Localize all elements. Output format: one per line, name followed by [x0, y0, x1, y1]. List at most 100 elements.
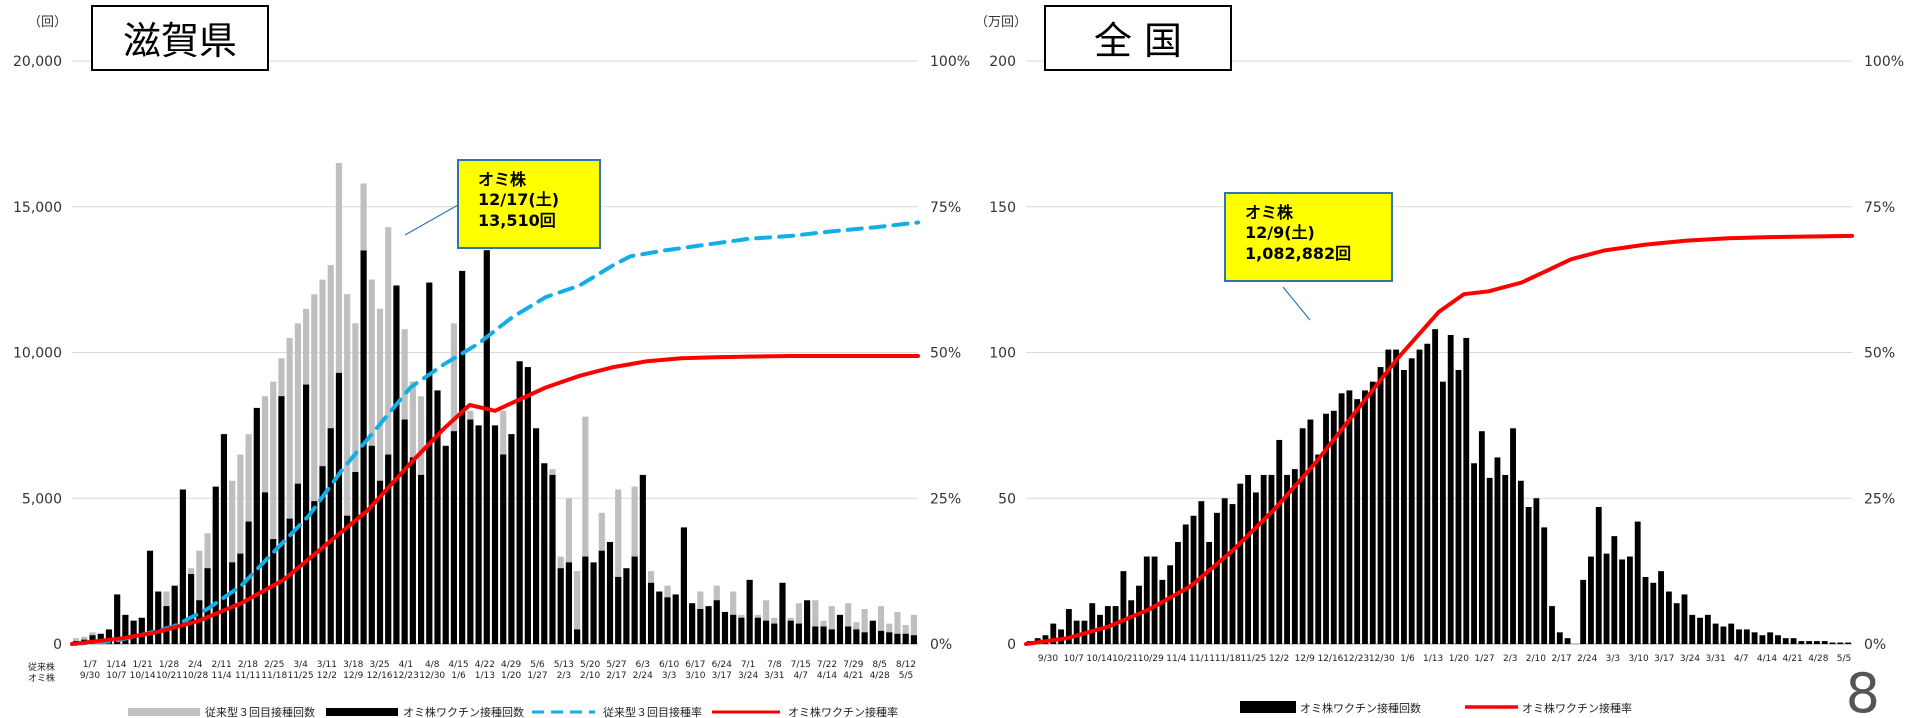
x-tick-top: 5/13 — [554, 660, 574, 670]
x-tick-bottom: 4/14 — [817, 671, 837, 681]
legend-swatch-gray-bar — [128, 708, 200, 716]
x-tick: 10/14 — [1086, 654, 1112, 664]
bar — [483, 250, 490, 644]
bar — [1486, 477, 1493, 644]
y-tick-right: 0% — [930, 637, 952, 653]
bar — [541, 463, 548, 644]
x-tick: 2/10 — [1526, 654, 1546, 664]
bar — [1416, 349, 1423, 644]
bar — [1790, 638, 1797, 644]
bar — [138, 617, 145, 644]
bar — [910, 614, 917, 644]
x-tick-bottom: 12/16 — [367, 671, 393, 681]
x-tick: 10/29 — [1138, 654, 1164, 664]
legend-label-omicron-count-national: オミ株ワクチン接種回数 — [1300, 701, 1421, 715]
bar — [409, 457, 416, 644]
bar — [1159, 579, 1166, 644]
y-tick-left: 0 — [53, 637, 62, 653]
bar — [1245, 474, 1252, 644]
x-tick-top: 7/1 — [741, 660, 755, 670]
bar — [508, 434, 515, 644]
bar — [820, 626, 827, 644]
x-tick-bottom: 1/27 — [527, 671, 547, 681]
bar — [376, 480, 384, 644]
x-tick-bottom: 12/23 — [393, 671, 419, 681]
x-tick: 12/16 — [1317, 654, 1343, 664]
right-callout-box — [1224, 192, 1393, 282]
bar — [1611, 536, 1618, 644]
x-tick-bottom: 5/5 — [899, 671, 913, 681]
x-tick: 3/31 — [1706, 654, 1726, 664]
bar — [196, 550, 203, 644]
bar — [1556, 632, 1563, 644]
x-tick-top: 7/15 — [791, 660, 811, 670]
left-rate-lines — [70, 220, 920, 646]
right-chart-title: 全 国 — [1094, 19, 1182, 63]
bar — [836, 614, 844, 644]
x-tick-top: 5/6 — [530, 660, 545, 670]
bar — [344, 294, 351, 644]
x-tick-top: 8/12 — [896, 660, 916, 670]
bar — [853, 629, 860, 644]
x-tick: 4/14 — [1757, 654, 1777, 664]
bar — [861, 632, 868, 644]
right-black-bars — [1026, 329, 1852, 644]
x-tick-bottom: 4/7 — [793, 671, 807, 681]
bar — [1642, 576, 1649, 644]
national-chart: 0 50 100 150 200 0% 25% 50% 75% 100% 9/30 10/7 10/1… — [975, 5, 1904, 718]
x-tick-bottom: 11/11 — [235, 671, 261, 681]
x-tick-top: 1/21 — [133, 660, 153, 670]
y-tick-left: 20,000 — [13, 54, 62, 70]
bar — [171, 585, 178, 644]
bar — [615, 576, 622, 644]
bar — [697, 609, 704, 644]
x-tick: 11/11 — [1189, 654, 1215, 664]
bar — [1182, 524, 1189, 644]
bar — [368, 445, 375, 644]
bar — [1798, 641, 1805, 644]
x-tick-top: 7/8 — [767, 660, 782, 670]
bar — [245, 521, 252, 644]
x-tick-bottom: 10/28 — [182, 671, 208, 681]
x-tick-bottom: 10/21 — [156, 671, 182, 681]
right-unit-label: （万回） — [975, 15, 1027, 30]
legend-swatch-black-bar — [326, 708, 398, 716]
x-tick: 4/28 — [1808, 654, 1828, 664]
bar — [590, 562, 597, 644]
x-tick-top: 5/20 — [580, 660, 600, 670]
legend-label-omicron-rate: オミ株ワクチン接種率 — [788, 705, 898, 718]
bar — [565, 562, 573, 644]
bar — [549, 474, 556, 644]
bar — [680, 527, 687, 644]
x-tick-bottom: 11/18 — [261, 671, 287, 681]
bar — [795, 623, 802, 644]
bar — [376, 308, 384, 644]
right-callout-line2: 12/9(土) — [1245, 223, 1315, 242]
bar — [417, 474, 425, 644]
bar — [762, 620, 770, 644]
bar — [1050, 623, 1057, 644]
x-tick: 11/4 — [1166, 654, 1186, 664]
bar — [1424, 343, 1431, 644]
bar — [1821, 641, 1828, 644]
x-tick-bottom: 9/30 — [80, 671, 100, 681]
right-rate-lines — [1024, 233, 1854, 646]
bar — [639, 474, 646, 644]
bar — [385, 227, 392, 644]
bar — [1845, 642, 1852, 644]
bar — [114, 594, 121, 644]
bar — [524, 367, 531, 644]
bar — [1237, 483, 1244, 644]
bar — [352, 472, 359, 644]
x-tick-top: 6/10 — [659, 660, 679, 670]
bar — [910, 635, 917, 644]
x-tick-top: 6/17 — [685, 660, 705, 670]
bar — [1190, 515, 1197, 644]
x-tick-bottom: 1/20 — [501, 671, 521, 681]
bar — [894, 611, 901, 644]
bar — [253, 407, 260, 644]
bar — [1058, 629, 1064, 644]
bar — [311, 294, 318, 644]
bar — [286, 518, 293, 644]
bar — [237, 553, 244, 644]
